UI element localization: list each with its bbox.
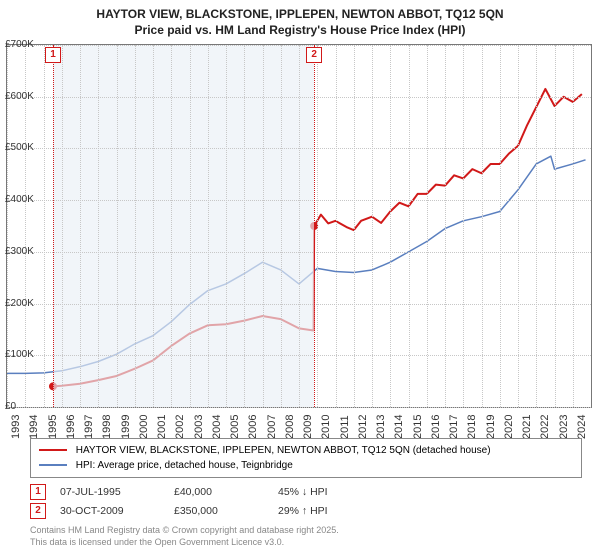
annotation-price-2: £350,000: [174, 505, 264, 517]
annotation-marker-1: 1: [30, 484, 46, 500]
xaxis-tick: 2008: [284, 415, 296, 439]
xaxis-tick: 2002: [174, 415, 186, 439]
xaxis-tick: 1995: [47, 415, 59, 439]
xaxis-tick: 1996: [65, 415, 77, 439]
xaxis-tick: 2001: [156, 415, 168, 439]
legend-swatch-price: [39, 449, 67, 451]
xaxis-tick: 2015: [412, 415, 424, 439]
xaxis-tick: 2012: [357, 415, 369, 439]
xaxis-tick: 2022: [539, 415, 551, 439]
xaxis-tick: 2000: [138, 415, 150, 439]
yaxis-tick: £600K: [5, 91, 45, 102]
credits: Contains HM Land Registry data © Crown c…: [30, 525, 582, 548]
chart-title-line2: Price paid vs. HM Land Registry's House …: [135, 23, 466, 37]
xaxis-tick: 2003: [193, 415, 205, 439]
xaxis-tick: 2021: [521, 415, 533, 439]
yaxis-tick: £500K: [5, 142, 45, 153]
xaxis-tick: 2020: [503, 415, 515, 439]
xaxis-tick: 2017: [448, 415, 460, 439]
xaxis-tick: 2007: [266, 415, 278, 439]
xaxis-tick: 2005: [229, 415, 241, 439]
xaxis-tick: 2023: [558, 415, 570, 439]
yaxis-tick: £400K: [5, 194, 45, 205]
annotation-date-2: 30-OCT-2009: [60, 505, 160, 517]
legend-swatch-hpi: [39, 464, 67, 466]
legend-label-hpi: HPI: Average price, detached house, Teig…: [76, 460, 293, 471]
xaxis-tick: 2004: [211, 415, 223, 439]
annotation-delta-2: 29% ↑ HPI: [278, 505, 328, 517]
xaxis-tick: 2006: [247, 415, 259, 439]
xaxis-tick: 2009: [302, 415, 314, 439]
chart-plot: 1993199419951996199719981999200020012002…: [6, 44, 592, 408]
xaxis-tick: 2016: [430, 415, 442, 439]
annotation-marker-2: 2: [30, 503, 46, 519]
xaxis-tick: 1999: [120, 415, 132, 439]
xaxis-tick: 2014: [393, 415, 405, 439]
xaxis-tick: 2013: [375, 415, 387, 439]
annotation-table: 1 07-JUL-1995 £40,000 45% ↓ HPI 2 30-OCT…: [30, 484, 582, 519]
yaxis-tick: £700K: [5, 39, 45, 50]
xaxis-tick: 1997: [83, 415, 95, 439]
yaxis-tick: £100K: [5, 349, 45, 360]
yaxis-tick: £300K: [5, 246, 45, 257]
xaxis-tick: 2010: [320, 415, 332, 439]
chart-title-line1: HAYTOR VIEW, BLACKSTONE, IPPLEPEN, NEWTO…: [96, 7, 503, 21]
legend-label-price: HAYTOR VIEW, BLACKSTONE, IPPLEPEN, NEWTO…: [76, 445, 491, 456]
xaxis-tick: 2019: [485, 415, 497, 439]
yaxis-tick: £0: [5, 401, 45, 412]
credits-line1: Contains HM Land Registry data © Crown c…: [30, 525, 339, 535]
xaxis-tick: 1994: [28, 415, 40, 439]
annotation-date-1: 07-JUL-1995: [60, 486, 160, 498]
xaxis-tick: 1998: [101, 415, 113, 439]
credits-line2: This data is licensed under the Open Gov…: [30, 537, 284, 547]
legend-box: HAYTOR VIEW, BLACKSTONE, IPPLEPEN, NEWTO…: [30, 438, 582, 478]
chart-marker-2: 2: [306, 47, 322, 63]
annotation-delta-1: 45% ↓ HPI: [278, 486, 328, 498]
chart-marker-1: 1: [45, 47, 61, 63]
xaxis-tick: 1993: [10, 415, 22, 439]
xaxis-tick: 2018: [466, 415, 478, 439]
annotation-price-1: £40,000: [174, 486, 264, 498]
xaxis-tick: 2024: [576, 415, 588, 439]
xaxis-tick: 2011: [339, 415, 351, 439]
yaxis-tick: £200K: [5, 298, 45, 309]
